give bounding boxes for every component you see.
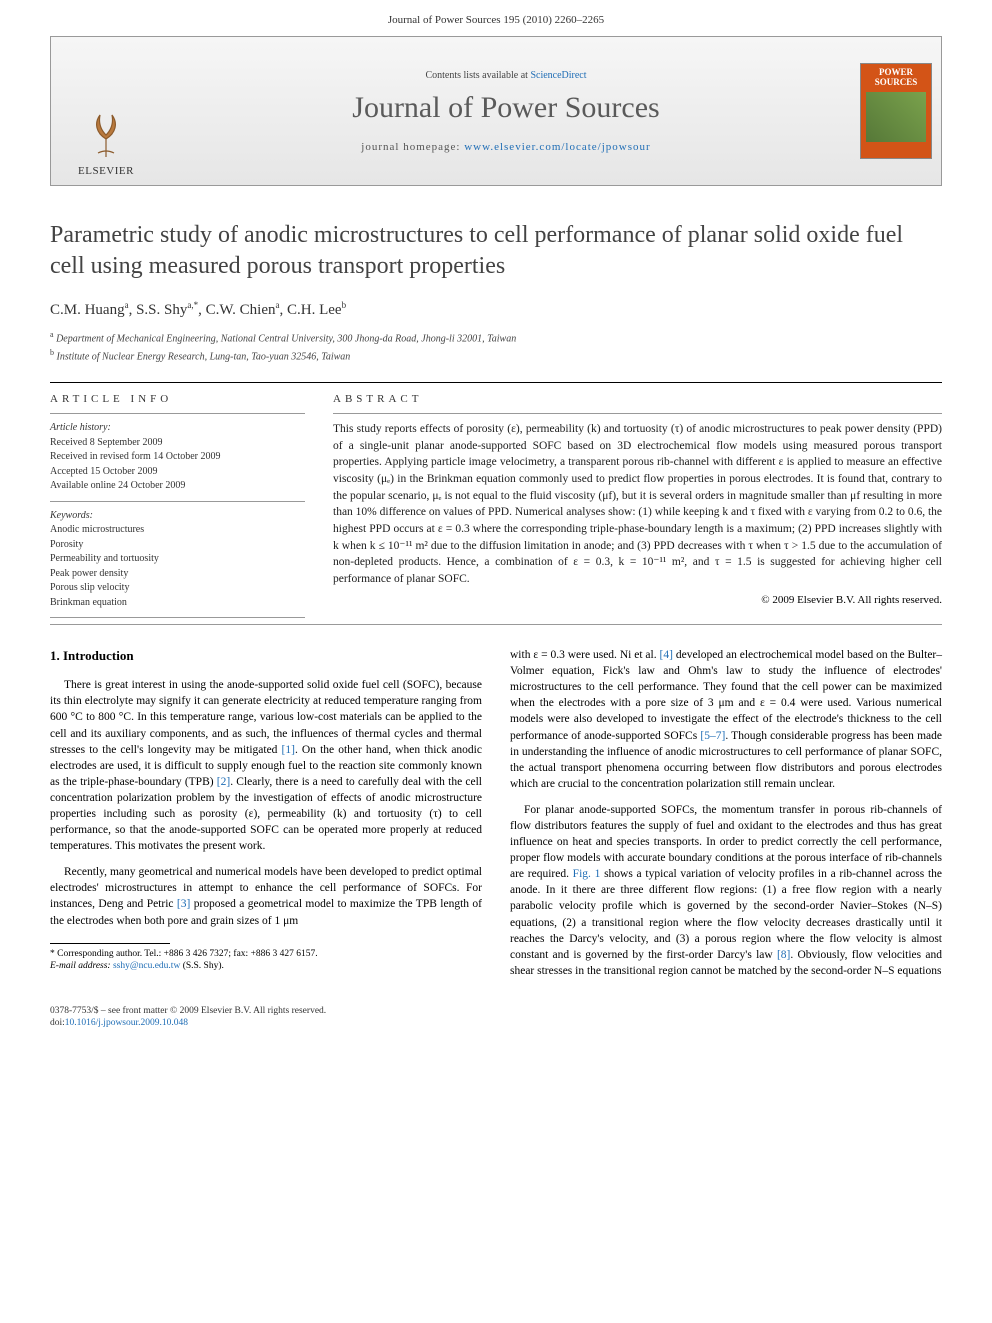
cover-title: POWER SOURCES (863, 68, 929, 88)
affiliation-b: Institute of Nuclear Energy Research, Lu… (57, 351, 351, 362)
column-left: 1. Introduction There is great interest … (50, 647, 482, 989)
sciencedirect-link[interactable]: ScienceDirect (530, 70, 586, 81)
journal-cover: POWER SOURCES (860, 63, 932, 159)
footer: 0378-7753/$ – see front matter © 2009 El… (50, 1005, 942, 1030)
history-line: Received 8 September 2009 (50, 436, 305, 451)
publisher-logo-block: ELSEVIER (51, 37, 161, 185)
footer-front-matter: 0378-7753/$ – see front matter © 2009 El… (50, 1005, 942, 1017)
banner-center: Contents lists available at ScienceDirec… (161, 37, 851, 185)
homepage-prefix: journal homepage: (361, 141, 464, 153)
keywords-block: Keywords: Anodic microstructures Porosit… (50, 501, 305, 619)
contents-prefix: Contents lists available at (425, 70, 530, 81)
authors: C.M. Huanga, S.S. Shya,*, C.W. Chiena, C… (50, 300, 942, 319)
body-columns: 1. Introduction There is great interest … (50, 647, 942, 989)
footnotes: * Corresponding author. Tel.: +886 3 426… (50, 948, 482, 973)
doi-link[interactable]: 10.1016/j.jpowsour.2009.10.048 (65, 1018, 188, 1028)
journal-name: Journal of Power Sources (352, 91, 659, 125)
column-right: with ε = 0.3 were used. Ni et al. [4] de… (510, 647, 942, 989)
homepage-link[interactable]: www.elsevier.com/locate/jpowsour (464, 141, 650, 153)
journal-banner: ELSEVIER Contents lists available at Sci… (50, 36, 942, 186)
email-link[interactable]: sshy@ncu.edu.tw (113, 961, 180, 971)
section-heading: 1. Introduction (50, 647, 482, 665)
body-paragraph: Recently, many geometrical and numerical… (50, 864, 482, 928)
corresponding-author: * Corresponding author. Tel.: +886 3 426… (50, 948, 482, 960)
affiliations: a Department of Mechanical Engineering, … (50, 329, 942, 364)
keyword: Permeability and tortuosity (50, 552, 305, 567)
article-info-label: article info (50, 383, 305, 413)
keyword: Peak power density (50, 567, 305, 582)
homepage-line: journal homepage: www.elsevier.com/locat… (361, 141, 650, 153)
keyword: Brinkman equation (50, 596, 305, 611)
history-line: Received in revised form 14 October 2009 (50, 450, 305, 465)
abstract-label: abstract (333, 383, 942, 413)
journal-cover-block: POWER SOURCES (851, 37, 941, 185)
email-label: E-mail address: (50, 961, 111, 971)
affiliation-a: Department of Mechanical Engineering, Na… (56, 334, 516, 345)
publisher-name: ELSEVIER (78, 165, 134, 177)
article-history: Article history: Received 8 September 20… (50, 413, 305, 501)
body-paragraph: with ε = 0.3 were used. Ni et al. [4] de… (510, 647, 942, 792)
abstract-text: This study reports effects of porosity (… (333, 413, 942, 588)
history-line: Available online 24 October 2009 (50, 479, 305, 494)
divider (50, 624, 942, 625)
running-head: Journal of Power Sources 195 (2010) 2260… (0, 0, 992, 36)
history-line: Accepted 15 October 2009 (50, 465, 305, 480)
history-heading: Article history: (50, 421, 305, 436)
article-info-block: article info Article history: Received 8… (50, 383, 305, 618)
body-paragraph: For planar anode-supported SOFCs, the mo… (510, 802, 942, 979)
contents-available-line: Contents lists available at ScienceDirec… (425, 70, 586, 81)
abstract-block: abstract This study reports effects of p… (333, 383, 942, 618)
email-suffix: (S.S. Shy). (183, 961, 224, 971)
footnote-separator (50, 943, 170, 944)
elsevier-tree-icon (76, 103, 136, 163)
cover-art (866, 92, 926, 142)
keywords-heading: Keywords: (50, 509, 305, 524)
doi-label: doi: (50, 1018, 65, 1028)
abstract-copyright: © 2009 Elsevier B.V. All rights reserved… (333, 588, 942, 606)
body-paragraph: There is great interest in using the ano… (50, 677, 482, 854)
article-title: Parametric study of anodic microstructur… (50, 220, 942, 282)
keyword: Anodic microstructures (50, 523, 305, 538)
keyword: Porous slip velocity (50, 581, 305, 596)
keyword: Porosity (50, 538, 305, 553)
